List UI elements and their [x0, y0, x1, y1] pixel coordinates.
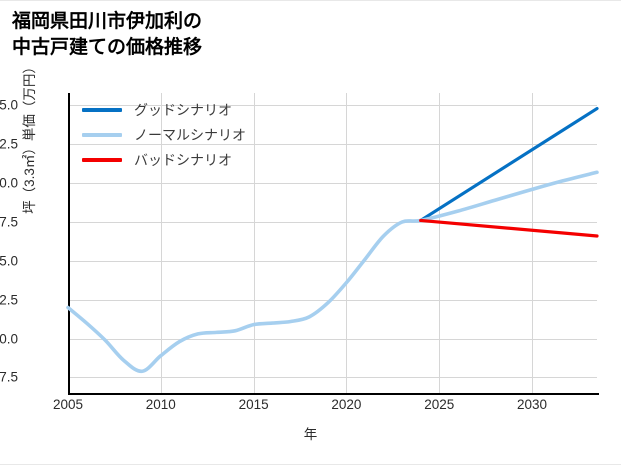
x-axis-tick-label: 2010 — [145, 397, 176, 412]
gridline-horizontal — [68, 338, 597, 340]
plot-axes-frame — [68, 93, 599, 395]
x-axis-tick-label: 2025 — [424, 397, 455, 412]
y-axis-tick-label: 37.5 — [0, 214, 18, 230]
legend-item-label: グッドシナリオ — [134, 101, 232, 118]
series-line-good — [419, 106, 599, 223]
gridline-horizontal — [68, 377, 597, 379]
gridline-horizontal — [68, 144, 597, 146]
series-container — [66, 106, 599, 374]
chart-legend: グッドシナリオ ノーマルシナリオ バッドシナリオ — [82, 97, 246, 172]
series-line-normal — [66, 170, 599, 374]
y-axis-tick-label: 30.0 — [0, 331, 18, 347]
gridline-horizontal — [68, 105, 597, 107]
gridline-horizontal — [68, 183, 597, 185]
x-axis-tick-label: 2030 — [517, 397, 548, 412]
gridline-horizontal — [68, 260, 597, 262]
y-axis-tick-label: 45.0 — [0, 97, 18, 113]
legend-item[interactable]: グッドシナリオ — [82, 97, 246, 122]
legend-item[interactable]: ノーマルシナリオ — [82, 122, 246, 147]
legend-item[interactable]: バッドシナリオ — [82, 147, 246, 172]
series-line-bad — [419, 218, 599, 238]
legend-item-label: バッドシナリオ — [134, 151, 232, 168]
y-axis-tick-label: 32.5 — [0, 292, 18, 308]
plot-area — [66, 93, 599, 395]
chart-title: 福岡県田川市伊加利の 中古戸建ての価格推移 — [12, 11, 203, 58]
gridline-vertical — [532, 93, 534, 393]
gridline-vertical — [160, 93, 162, 393]
gridline-vertical — [439, 93, 441, 393]
gridline-vertical — [253, 93, 255, 393]
x-axis-title: 年 — [303, 427, 318, 442]
gridline-vertical — [346, 93, 348, 393]
x-axis-tick-label: 2020 — [331, 397, 362, 412]
x-axis-tick-label: 2005 — [52, 397, 84, 412]
x-axis-tick-label: 2015 — [238, 397, 269, 412]
legend-item-label: ノーマルシナリオ — [134, 126, 246, 143]
y-axis-tick-label: 42.5 — [0, 136, 18, 152]
y-axis-tick-label: 35.0 — [0, 253, 18, 269]
gridline-horizontal — [68, 222, 597, 223]
y-axis-tick-label: 40.0 — [0, 175, 18, 191]
legend-swatch-icon — [82, 107, 122, 112]
y-axis-tick-label: 27.5 — [0, 369, 18, 385]
legend-swatch-icon — [82, 157, 122, 162]
y-axis-title: 坪（3.3㎡）単価（万円） — [22, 60, 37, 214]
legend-swatch-icon — [82, 132, 122, 137]
